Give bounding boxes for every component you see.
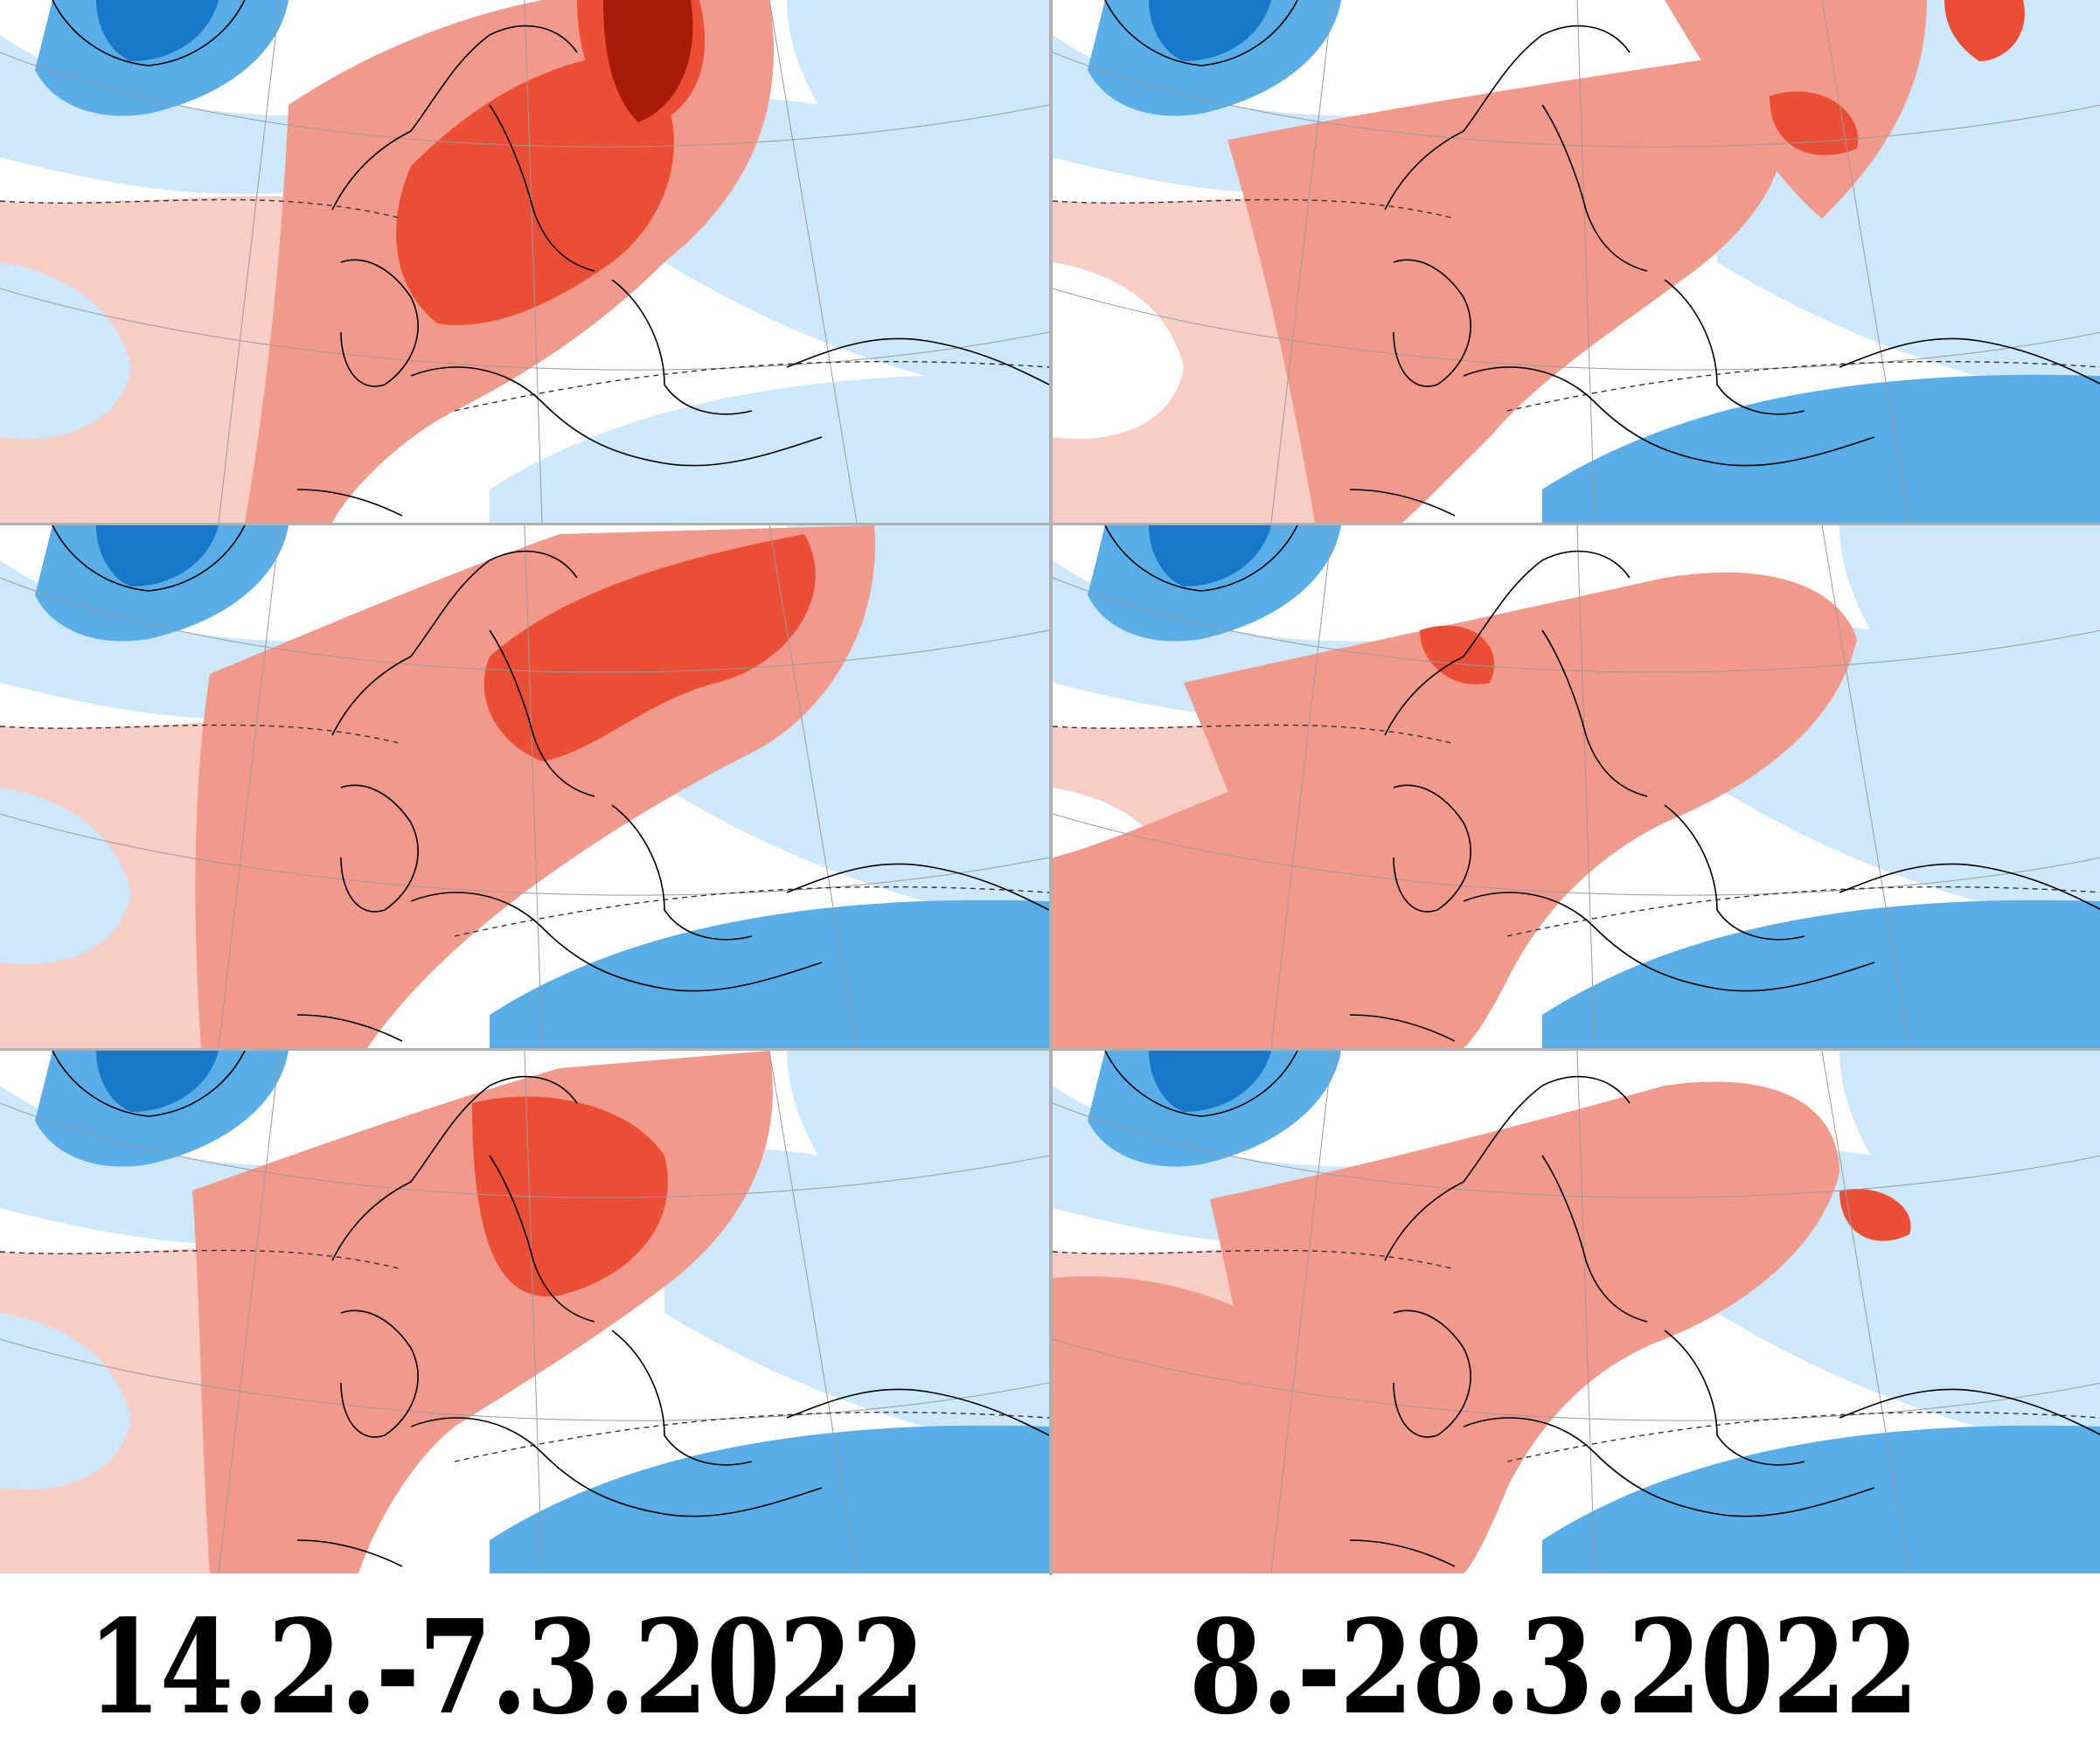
coastlines <box>52 0 1049 517</box>
temperature-anomaly-map <box>0 525 1049 1048</box>
zero-contour <box>0 1249 1049 1462</box>
temperature-anomaly-map <box>0 1051 1049 1573</box>
graticule-lines <box>0 0 1049 523</box>
warm-anomaly-area <box>1053 1276 1280 1573</box>
row-divider-1 <box>0 523 2100 525</box>
temperature-anomaly-map <box>1053 0 2100 523</box>
cold-anomaly-area <box>0 35 381 194</box>
cold-anomaly-area <box>490 899 1049 1048</box>
temperature-anomaly-map <box>1053 1051 2100 1573</box>
cold-anomaly-area <box>490 1425 1049 1573</box>
strong-cold-anomaly-area <box>96 1051 219 1112</box>
zero-contour <box>1053 724 2100 937</box>
warm-anomaly-area <box>1184 572 1857 1048</box>
hot-anomaly-area <box>396 52 674 325</box>
graticule-lines <box>1053 525 2100 1048</box>
cold-anomaly-area <box>0 788 131 964</box>
cold-anomaly-area <box>490 374 1049 523</box>
graticule-lines <box>1053 0 2100 523</box>
strong-cold-anomaly-area <box>96 0 219 61</box>
cold-anomaly-area <box>1542 374 2100 523</box>
coastlines <box>1104 1051 2100 1567</box>
hot-anomaly-area <box>472 1096 668 1297</box>
zero-contour <box>0 724 1049 937</box>
coastlines <box>1104 525 2100 1042</box>
anomaly-map-panel-right-row1 <box>1053 0 2100 523</box>
cold-anomaly-area <box>1053 262 1184 439</box>
anomaly-map-panel-left-row3 <box>0 1051 1049 1573</box>
coastlines <box>52 1051 1049 1567</box>
cold-anomaly-area <box>1839 525 2100 788</box>
row-divider-2 <box>0 1048 2100 1051</box>
graticule-lines <box>0 525 1049 1048</box>
strong-cold-anomaly-area <box>1149 525 1271 587</box>
temperature-anomaly-map <box>1053 525 2100 1048</box>
strong-cold-anomaly-area <box>1149 0 1271 61</box>
period-label-right: 8.-28.3.2022 <box>1189 1591 1919 1743</box>
cold-anomaly-area <box>1542 899 2100 1048</box>
hot-anomaly-area <box>1944 0 2025 61</box>
graticule-lines <box>0 1051 1049 1573</box>
cold-anomaly-area <box>1839 1051 2100 1313</box>
column-divider <box>1049 0 1053 1575</box>
hot-anomaly-area <box>1770 91 1859 156</box>
cold-anomaly-area <box>0 262 131 439</box>
zero-contour <box>1053 198 2100 412</box>
anomaly-map-panel-right-row3 <box>1053 1051 2100 1573</box>
temperature-anomaly-map <box>0 0 1049 523</box>
warm-anomaly-area <box>1227 52 1785 523</box>
cold-anomaly-area <box>787 1051 1049 1313</box>
cold-anomaly-area <box>0 1313 131 1490</box>
zero-contour <box>1053 1249 2100 1462</box>
cold-anomaly-area <box>1542 1425 2100 1573</box>
strong-cold-anomaly-area <box>1149 1051 1271 1112</box>
graticule-lines <box>1053 1051 2100 1573</box>
very-hot-anomaly-area <box>603 0 693 122</box>
anomaly-map-panel-left-row1 <box>0 0 1049 523</box>
anomaly-map-panel-left-row2 <box>0 525 1049 1048</box>
cold-anomaly-area <box>787 0 1049 262</box>
map-grid <box>0 0 2100 1575</box>
period-label-left: 14.2.-7.3.2022 <box>87 1591 925 1743</box>
warm-anomaly-area <box>1053 753 1332 1048</box>
warm-anomaly-area <box>1210 1081 1839 1573</box>
zero-contour <box>0 198 1049 412</box>
strong-cold-anomaly-area <box>96 525 219 587</box>
hot-anomaly-area <box>1839 1189 1911 1241</box>
coastlines <box>1104 0 2100 517</box>
anomaly-map-panel-right-row2 <box>1053 525 2100 1048</box>
coastlines <box>52 525 1049 1042</box>
hot-anomaly-area <box>483 534 816 761</box>
